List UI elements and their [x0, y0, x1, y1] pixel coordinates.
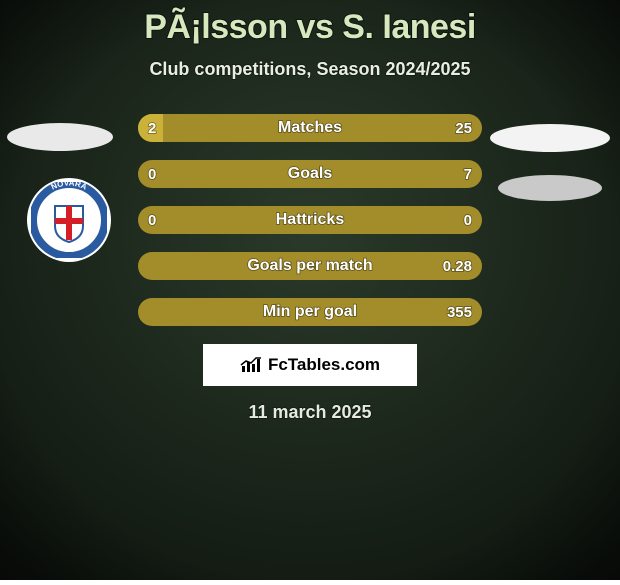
decor-ellipse-top-right	[490, 124, 610, 152]
watermark: FcTables.com	[203, 344, 417, 386]
page-title: PÃ¡lsson vs S. Ianesi	[0, 0, 620, 47]
decor-ellipse-top-left	[7, 123, 113, 151]
stats-bars: 225Matches 07Goals 00Hattricks 0.28Goals pe…	[138, 114, 482, 326]
stat-label: Hattricks	[138, 206, 482, 234]
footer-date: 11 march 2025	[0, 402, 620, 423]
stat-row: 00Hattricks	[138, 206, 482, 234]
stat-label: Matches	[138, 114, 482, 142]
club-badge-svg: NOVARA CALCIO	[31, 182, 107, 258]
stat-row: 07Goals	[138, 160, 482, 188]
page-subtitle: Club competitions, Season 2024/2025	[0, 59, 620, 80]
stat-row: 0.28Goals per match	[138, 252, 482, 280]
content-root: PÃ¡lsson vs S. Ianesi Club competitions,…	[0, 0, 620, 580]
stat-row: 355Min per goal	[138, 298, 482, 326]
stat-label: Goals per match	[138, 252, 482, 280]
watermark-text: FcTables.com	[268, 355, 380, 375]
club-badge: NOVARA CALCIO	[27, 178, 111, 262]
stat-label: Goals	[138, 160, 482, 188]
stat-label: Min per goal	[138, 298, 482, 326]
watermark-chart-icon	[240, 356, 262, 374]
stat-row: 225Matches	[138, 114, 482, 142]
decor-ellipse-mid-right	[498, 175, 602, 201]
